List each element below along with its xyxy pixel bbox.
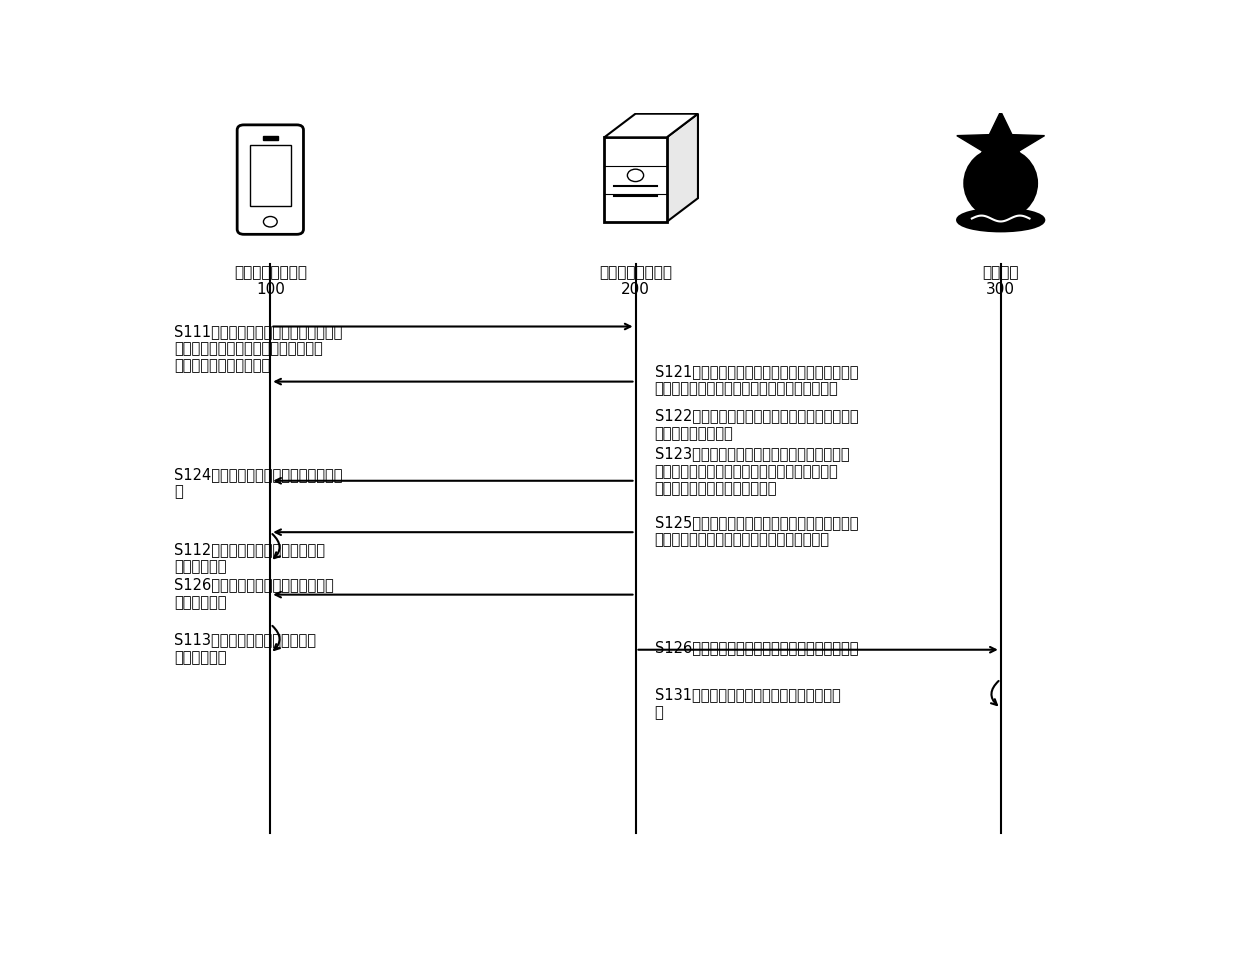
Text: 智能家具的客户端
100: 智能家具的客户端 100 <box>234 265 306 297</box>
Text: S124，向所述客户端发送注册成功的消
息: S124，向所述客户端发送注册成功的消 息 <box>174 467 342 499</box>
Text: S121，接收所述客户端的注册请求，获取所述注
册请求中的身份识别数据和智能家具的标识信息: S121，接收所述客户端的注册请求，获取所述注 册请求中的身份识别数据和智能家具… <box>655 364 858 396</box>
Text: S131，接收所述服务器端发送的第二预设公
钥: S131，接收所述服务器端发送的第二预设公 钥 <box>655 687 841 720</box>
Bar <box>249 146 291 207</box>
Polygon shape <box>604 114 698 138</box>
Text: 智能家具的服务器
200: 智能家具的服务器 200 <box>599 265 672 297</box>
Circle shape <box>627 170 644 182</box>
Ellipse shape <box>965 150 1037 219</box>
Text: 智能家具
300: 智能家具 300 <box>982 265 1019 297</box>
Polygon shape <box>957 112 1044 176</box>
Circle shape <box>263 217 278 228</box>
Text: S111，向智能家具的服务器端发送注册
请求，所述注册请求中包括身份识别数
据和智能家具的标识信息: S111，向智能家具的服务器端发送注册 请求，所述注册请求中包括身份识别数 据和… <box>174 323 342 374</box>
Bar <box>604 138 667 223</box>
FancyBboxPatch shape <box>237 126 304 235</box>
Text: S125，利用非对称加密算法生成第一预设公钥和
第一预设私钥、第二预设公钥和第二预设私钥: S125，利用非对称加密算法生成第一预设公钥和 第一预设私钥、第二预设公钥和第二… <box>655 515 858 547</box>
Text: S113，接收所述服务器端发送的
第一预设公钥: S113，接收所述服务器端发送的 第一预设公钥 <box>174 632 316 664</box>
Polygon shape <box>667 114 698 223</box>
Text: S126，将所生成的第一预设公钥发送
至所述客户端: S126，将所生成的第一预设公钥发送 至所述客户端 <box>174 577 334 609</box>
Text: S122，根据所述智能家具的标识信息确定所述注
册请求是否通过验证: S122，根据所述智能家具的标识信息确定所述注 册请求是否通过验证 <box>655 408 858 440</box>
Bar <box>263 137 278 141</box>
Text: S123，若所述注册请求通过验证，确定注册成
功，若注册成功，保存所述客户端与智能家具的
相应关系以及所述身份识别数据: S123，若所述注册请求通过验证，确定注册成 功，若注册成功，保存所述客户端与智… <box>655 446 849 496</box>
Text: S112，接收所述服务器端发送的注
册成功的消息: S112，接收所述服务器端发送的注 册成功的消息 <box>174 541 325 574</box>
Text: S126，将所生成的第二预设公钥发送至智能家居: S126，将所生成的第二预设公钥发送至智能家居 <box>655 639 858 654</box>
Ellipse shape <box>957 210 1044 232</box>
